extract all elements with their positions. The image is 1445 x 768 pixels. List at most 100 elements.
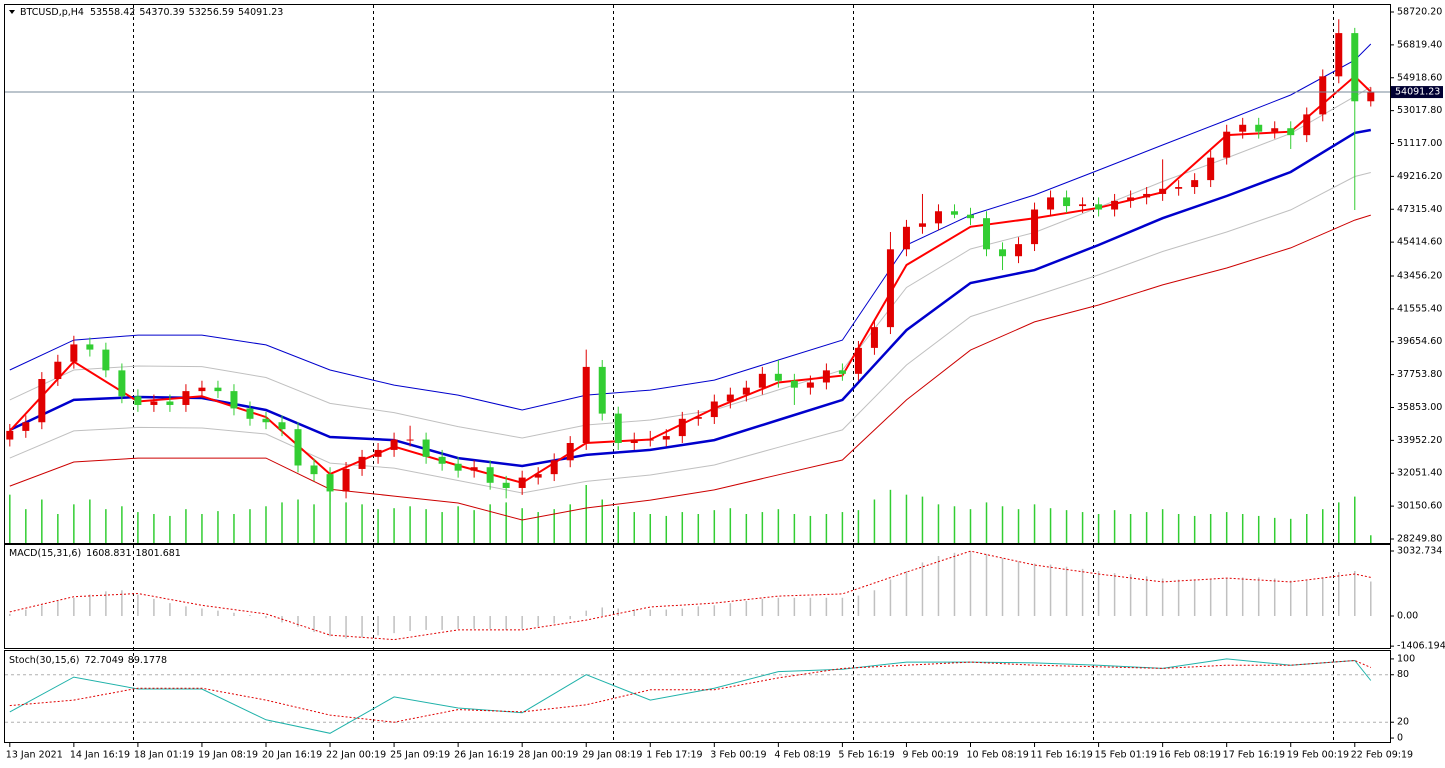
x-tick-label: 1 Feb 17:19	[646, 750, 702, 761]
last-close: 54091.23	[238, 7, 283, 18]
y-tick-label: 28249.80	[1397, 533, 1442, 544]
indicator-line	[9, 128, 1372, 468]
candle-body	[438, 456, 446, 464]
menu-triangle[interactable]	[9, 10, 15, 14]
y-tick-label: 35853.00	[1397, 402, 1442, 413]
price-tag: 54091.23	[1395, 87, 1440, 98]
stoch-header: Stoch(30,15,6) 72.7049 89.1778	[9, 655, 167, 666]
candle-body	[38, 379, 46, 423]
x-tick-label: 28 Jan 00:19	[518, 750, 578, 761]
x-tick-label: 14 Jan 16:19	[70, 750, 130, 761]
candle-body	[1303, 114, 1311, 136]
candle-body	[1095, 204, 1103, 210]
candle-body	[822, 370, 830, 383]
y-tick-label: 49216.20	[1397, 171, 1442, 182]
candle-body	[454, 463, 462, 471]
candle-body	[598, 366, 606, 414]
candle-body	[6, 430, 14, 440]
candle-body	[534, 474, 542, 478]
y-tick-label: -1406.194	[1397, 641, 1445, 652]
candle-body	[342, 468, 350, 492]
x-tick-label: 4 Feb 08:19	[774, 750, 830, 761]
x-tick-label: 25 Jan 09:19	[390, 750, 450, 761]
macd-header: MACD(15,31,6) 1608.831 1801.681	[9, 548, 181, 559]
candle-body	[918, 223, 926, 227]
y-tick-label: 100	[1397, 653, 1415, 664]
y-tick-label: 56819.40	[1397, 39, 1442, 50]
stoch-signal-value: 89.1778	[128, 655, 167, 666]
y-tick-label: 0	[1397, 733, 1403, 744]
y-tick-label: 41555.40	[1397, 303, 1442, 314]
candle-body	[1207, 157, 1215, 181]
x-tick-label: 10 Feb 08:19	[966, 750, 1028, 761]
candle-body	[310, 465, 318, 475]
period-separators	[133, 5, 1334, 742]
y-tick-label: 37753.80	[1397, 369, 1442, 380]
candle-body	[118, 370, 126, 397]
y-tick-label: 47315.40	[1397, 204, 1442, 215]
candle-body	[614, 413, 622, 444]
candle-body	[870, 327, 878, 348]
candle-body	[150, 401, 158, 405]
candle-body	[22, 422, 30, 431]
candle-body	[278, 422, 286, 430]
y-tick-label: 51117.00	[1397, 138, 1442, 149]
last-low: 53256.59	[189, 7, 234, 18]
candle-body	[726, 394, 734, 402]
x-tick-label: 15 Feb 01:19	[1095, 750, 1157, 761]
candle-body	[502, 482, 510, 488]
y-tick-label: 43456.20	[1397, 270, 1442, 281]
price-pane	[4, 4, 1391, 544]
x-tick-label: 19 Feb 00:19	[1287, 750, 1349, 761]
candle-body	[1047, 197, 1055, 210]
x-tick-label: 13 Jan 2021	[6, 750, 63, 761]
y-tick-label: 80	[1397, 669, 1409, 680]
candle-body	[774, 373, 782, 381]
candle-body	[1335, 33, 1343, 77]
candle-body	[54, 361, 62, 380]
candle-body	[1159, 188, 1167, 194]
x-tick-label: 3 Feb 00:19	[710, 750, 766, 761]
x-tick-label: 29 Jan 08:19	[582, 750, 642, 761]
indicator-line	[9, 214, 1371, 521]
x-tick-label: 9 Feb 00:19	[902, 750, 958, 761]
candle-body	[1191, 180, 1199, 188]
y-tick-label: 0.00	[1397, 611, 1418, 622]
y-tick-label: 20	[1397, 717, 1409, 728]
y-tick-label: 39654.60	[1397, 336, 1442, 347]
candle-body	[182, 391, 190, 405]
candle-body	[934, 211, 942, 224]
candle-body	[518, 477, 526, 488]
candle-body	[1079, 204, 1087, 207]
stoch-main	[9, 658, 1372, 734]
indicator-line	[9, 172, 1371, 494]
last-open: 53558.42	[90, 7, 135, 18]
price-header: BTCUSD,p,H4 53558.42 54370.39 53256.59 54091…	[20, 7, 283, 18]
y-tick-label: 3032.734	[1397, 546, 1442, 557]
candle-body	[838, 370, 846, 374]
stoch-signal	[9, 659, 1372, 723]
candle-body	[950, 211, 958, 215]
stoch-main-value: 72.7049	[85, 655, 124, 666]
x-tick-label: 19 Jan 08:19	[198, 750, 258, 761]
indicator-line	[9, 43, 1372, 411]
x-tick-label: 22 Jan 00:19	[326, 750, 386, 761]
candle-body	[422, 439, 430, 457]
candle-body	[358, 456, 366, 469]
candle-body	[999, 249, 1007, 257]
candle-body	[550, 460, 558, 475]
candle-body	[983, 218, 991, 250]
y-tick-label: 54918.60	[1397, 72, 1442, 83]
candle-body	[854, 347, 862, 374]
stoch-title: Stoch(30,15,6)	[9, 655, 80, 666]
y-tick-label: 53017.80	[1397, 105, 1442, 116]
price-tag-box	[1391, 86, 1443, 99]
candle-body	[902, 226, 910, 250]
macd-pane	[4, 544, 1391, 649]
candle-body	[70, 344, 78, 362]
candle-body	[1271, 128, 1279, 132]
candle-body	[406, 439, 414, 441]
candle-body	[742, 387, 750, 395]
y-tick-label: 33952.20	[1397, 435, 1442, 446]
